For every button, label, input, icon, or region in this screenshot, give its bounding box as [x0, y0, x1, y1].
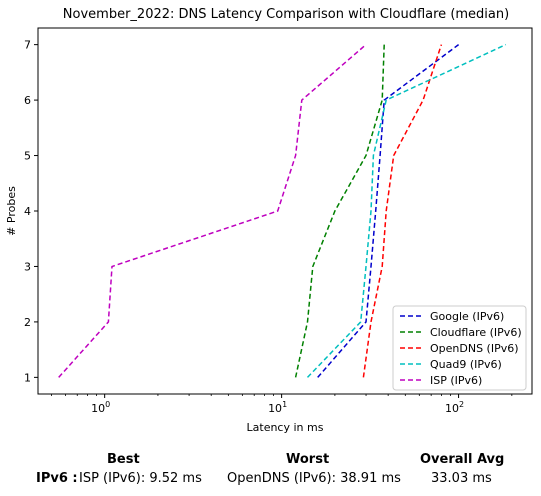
- legend-label-1: Cloudflare (IPv6): [430, 326, 522, 339]
- y-tick-label-5: 5: [24, 150, 31, 163]
- summary-row-label: IPv6 :: [36, 471, 78, 486]
- x-tick-label-1: 100: [91, 400, 110, 415]
- summary-header-avg: Overall Avg: [420, 452, 505, 467]
- summary-best-value: ISP (IPv6): 9.52 ms: [79, 471, 202, 486]
- y-tick-label-6: 6: [24, 94, 31, 107]
- chart-title: November_2022: DNS Latency Comparison wi…: [63, 7, 509, 22]
- axis-layer: 1 2 3 4 5 6 7 100 101 102: [24, 39, 513, 415]
- y-tick-label-2: 2: [24, 316, 31, 329]
- legend-label-0: Google (IPv6): [430, 310, 504, 323]
- x-tick-label-100: 102: [445, 400, 464, 415]
- series-line-3: [306, 43, 507, 378]
- series-line-0: [317, 43, 460, 378]
- series-line-4: [58, 44, 367, 378]
- y-tick-label-1: 1: [24, 371, 31, 384]
- summary-header-worst: Worst: [286, 452, 330, 467]
- y-tick-label-3: 3: [24, 260, 31, 273]
- legend-frame: [392, 305, 527, 391]
- legend-label-4: ISP (IPv6): [430, 374, 482, 387]
- y-axis-label: # Probes: [5, 186, 18, 236]
- x-tick-label-10: 101: [268, 400, 287, 415]
- summary-header-best: Best: [107, 452, 140, 467]
- series-line-1: [294, 44, 385, 378]
- series-layer: [58, 43, 507, 378]
- y-tick-label-7: 7: [24, 39, 31, 52]
- series-line-2: [362, 44, 443, 378]
- x-axis-label: Latency in ms: [247, 421, 324, 434]
- legend-label-3: Quad9 (IPv6): [430, 358, 502, 371]
- y-tick-label-4: 4: [24, 205, 31, 218]
- summary-avg-value: 33.03 ms: [431, 471, 492, 486]
- legend-label-2: OpenDNS (IPv6): [430, 342, 519, 355]
- summary-worst-value: OpenDNS (IPv6): 38.91 ms: [227, 471, 401, 486]
- legend: Google (IPv6) Cloudflare (IPv6) OpenDNS (I…: [392, 305, 527, 391]
